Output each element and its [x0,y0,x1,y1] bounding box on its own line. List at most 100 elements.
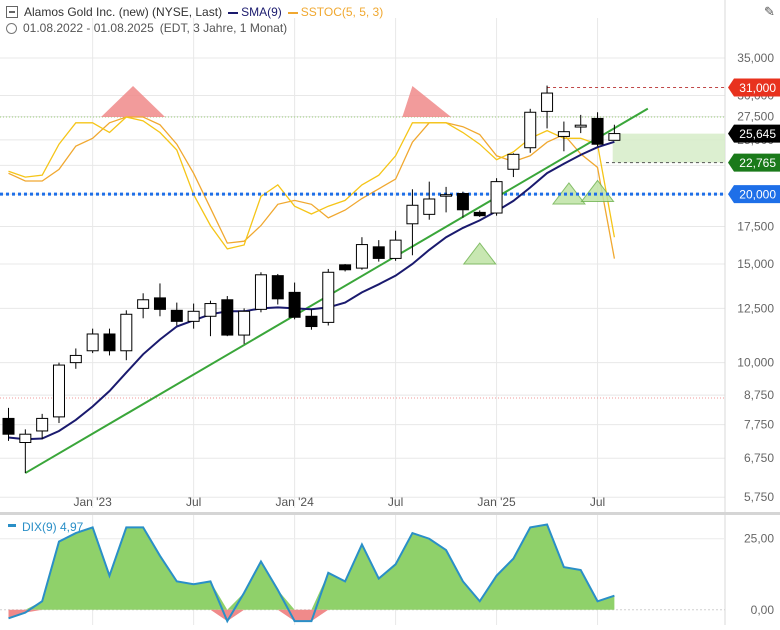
sstoc-legend-label: SSTOC(5, 5, 3) [300,5,384,19]
y-tick-label: 15,000 [737,257,774,271]
y-tick-label: 10,000 [737,356,774,370]
candle [608,124,621,141]
dix-area-positive [8,524,615,610]
candle [524,108,537,153]
chart-title: Alamos Gold Inc. (new) (NYSE, Last) [24,5,223,19]
candle-body [473,211,486,217]
price-tag-target [728,153,780,172]
candle-body [288,291,301,318]
candle-body [238,310,251,336]
candle [490,178,503,216]
candle [288,282,301,320]
price-tag-label: 31,000 [739,81,776,95]
candle [406,189,419,256]
candle-body [557,131,570,137]
candle-body [153,297,166,310]
candle-body [103,333,116,352]
candle [440,186,453,213]
candle-body [221,299,234,336]
sma-line [8,140,615,441]
candle [103,328,116,356]
x-tick-label: Jul [590,495,605,509]
y-tick-label: 35,000 [737,51,774,65]
candle [423,181,436,220]
candle [204,300,217,337]
x-tick-label: Jan '23 [73,495,112,509]
candle [69,348,82,369]
candle [507,153,520,178]
candle-body [372,246,385,259]
candle-body [355,244,368,269]
candle [170,302,183,326]
y-tick-label: 8,750 [744,388,774,402]
dix-current-value: 4,97 [60,520,84,534]
candle-body [574,124,587,128]
candle [2,407,15,441]
candle-body [440,194,453,197]
candle [271,273,284,305]
candle [322,268,335,326]
price-tag-label: 20,000 [739,188,776,202]
target-zone [612,133,725,163]
candle [19,429,32,474]
collapse-icon[interactable] [6,6,18,18]
panel-separator [0,512,780,515]
price-tag-current [728,124,780,143]
candle [473,210,486,218]
candle-body [524,111,537,149]
signal-triangle [462,242,497,265]
x-tick-label: Jan '24 [275,495,314,509]
dix-line [8,523,615,624]
candle [187,303,200,329]
candle-body [423,198,436,215]
dix-legend-label: DIX(9) [22,520,57,534]
y-tick-label: 17,500 [737,220,774,234]
candle-body [389,239,402,259]
pin-icon[interactable]: ✎ [764,4,775,19]
y-tick-label: 12,500 [737,301,774,315]
candle-body [507,153,520,170]
x-tick-label: Jan '25 [477,495,516,509]
price-tag-resistance [728,78,780,97]
sma-legend-label: SMA(9) [241,5,282,19]
price-tag-support [728,185,780,204]
y-tick-label: 6,750 [744,451,774,465]
candle [153,283,166,317]
candle [137,293,150,319]
header-row-title: Alamos Gold Inc. (new) (NYSE, Last) SMA(… [6,5,383,19]
date-range-detail: (EDT, 3 Jahre, 1 Monat) [159,21,288,35]
candle-body [608,133,621,141]
candle-body [2,417,15,435]
dix-tick-label: 0,00 [751,603,775,617]
candle [36,413,49,440]
candle-body [170,309,183,322]
candle-body [204,303,217,317]
header-row-range: 01.08.2022 - 01.08.2025 (EDT, 3 Jahre, 1… [6,21,287,35]
candle [355,237,368,270]
candle [52,362,65,424]
candle [305,309,318,330]
candle [120,310,133,361]
candle-body [271,275,284,300]
candle-body [406,204,419,225]
sma-legend: SMA(9) [228,5,282,19]
candle-body [52,364,65,418]
x-tick-label: Jul [388,495,403,509]
y-tick-label: 7,750 [744,418,774,432]
candle [238,308,251,344]
candle [541,85,554,129]
dix-area-negative [8,609,615,622]
candle-body [254,274,267,310]
candle-body [36,417,49,432]
price-tag-label: 25,645 [739,127,776,141]
sstoc-overbought-fill [402,85,452,117]
candle-body [19,433,32,444]
sstoc-k-line [8,116,616,250]
sstoc-legend: SSTOC(5, 5, 3) [287,5,384,19]
signal-triangle [580,179,615,202]
candle-body [339,264,352,271]
candle [372,240,385,262]
x-tick-label: Jul [186,495,201,509]
